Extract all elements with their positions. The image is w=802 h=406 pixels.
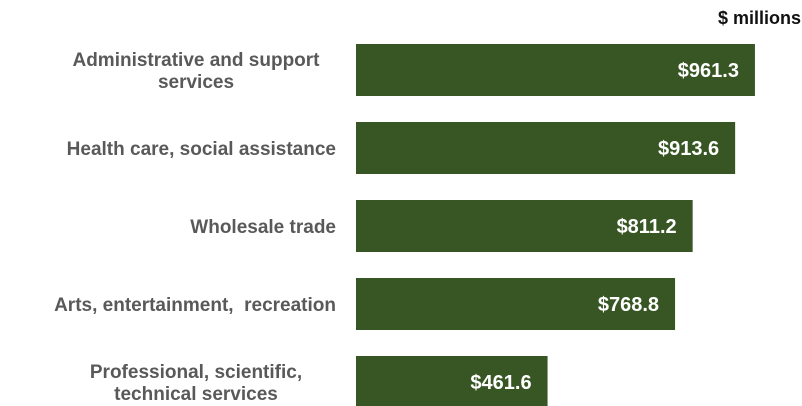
category-label-1-line-1: Administrative and support — [72, 50, 320, 71]
value-label-5: $461.6 — [470, 372, 531, 394]
bar-3 — [356, 200, 693, 252]
value-label-2: $913.6 — [658, 138, 719, 160]
unit-label: $ millions — [717, 8, 801, 28]
category-label-5: Professional, scientific, technical servi… — [90, 362, 302, 405]
value-label-1: $961.3 — [678, 60, 739, 82]
bar-5 — [356, 356, 548, 406]
category-label-1: Administrative and support services — [72, 50, 320, 93]
value-label-3: $811.2 — [617, 216, 677, 238]
category-label-4: Arts, entertainment, recreation — [54, 295, 336, 316]
category-label-2: Health care, social assistance — [67, 139, 336, 160]
category-label-3: Wholesale trade — [190, 217, 336, 238]
bar-4 — [356, 278, 676, 330]
value-label-4: $768.8 — [598, 294, 659, 316]
category-label-5-line-1: Professional, scientific, — [90, 362, 302, 383]
category-label-1-line-2: services — [158, 72, 234, 93]
bar-1 — [356, 44, 755, 96]
category-label-5-line-2: technical services — [114, 384, 278, 405]
bar-2 — [356, 122, 736, 174]
